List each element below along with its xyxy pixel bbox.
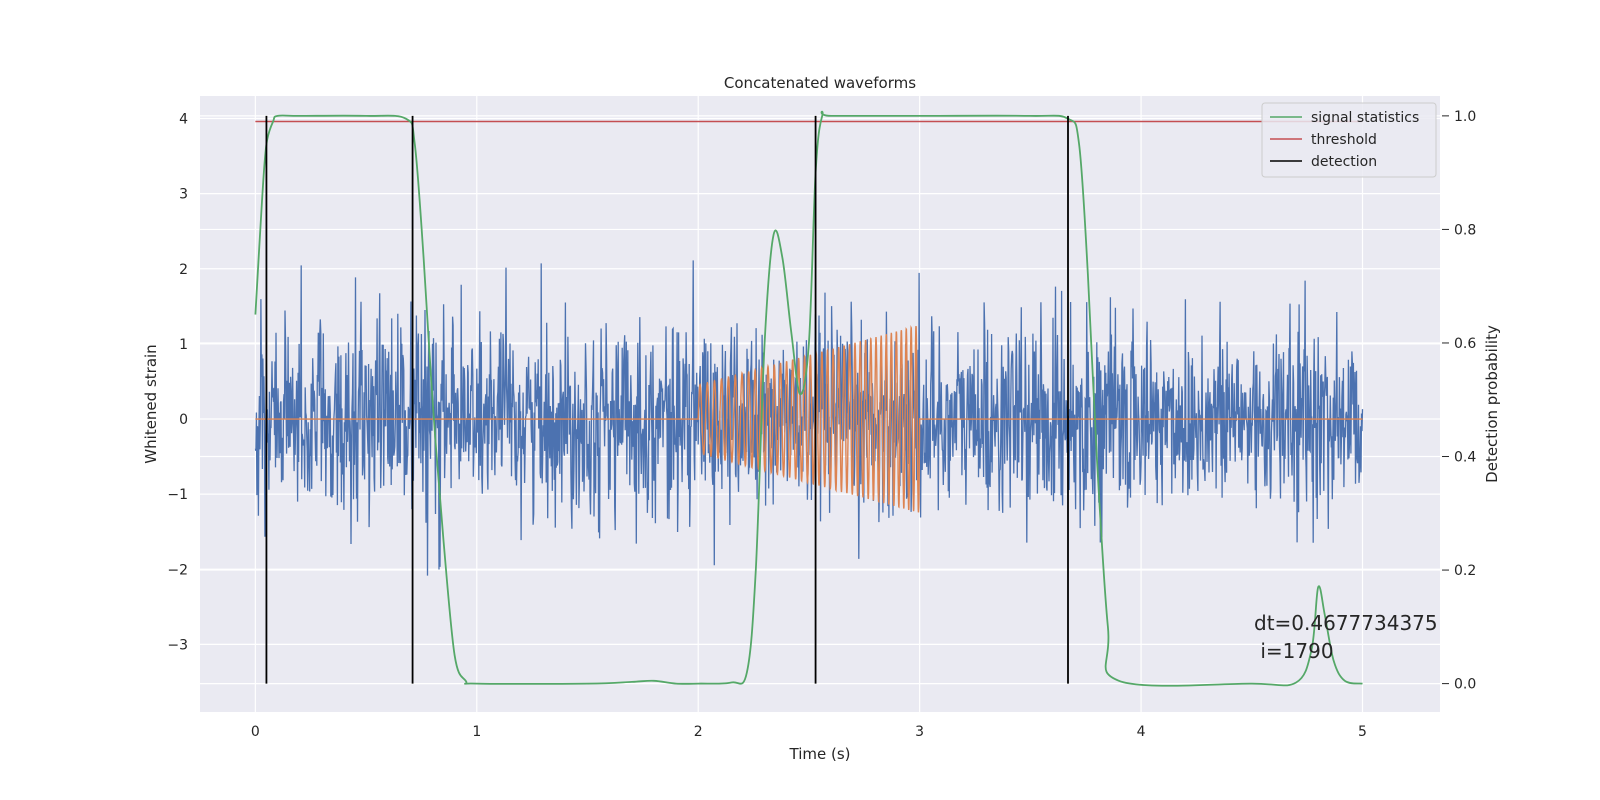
y-axis-label: Whitened strain <box>142 344 160 463</box>
series-layer <box>254 110 1364 687</box>
y-tick-label: −2 <box>167 562 188 578</box>
legend: signal statistics threshold detection <box>1261 102 1437 178</box>
x-tick-label: 0 <box>251 724 260 740</box>
ticks: 0 1 2 3 4 5 −3 −2 −1 0 1 2 3 4 0.0 0.2 0.4 0.6 0.8 1.0 <box>167 109 1476 740</box>
y-tick-label: −3 <box>167 637 188 653</box>
x-axis-label: Time (s) <box>789 745 851 763</box>
series-signal-statistics <box>254 110 1363 687</box>
chart-title: Concatenated waveforms <box>724 74 916 92</box>
y-right-tick-label: 0.6 <box>1454 336 1476 352</box>
y-tick-label: 3 <box>179 187 188 203</box>
x-tick-label: 3 <box>915 724 924 740</box>
y-tick-label: 2 <box>179 262 188 278</box>
legend-label-signal-statistics: signal statistics <box>1311 110 1419 126</box>
x-tick-label: 4 <box>1137 724 1146 740</box>
x-tick-label: 5 <box>1358 724 1367 740</box>
legend-box <box>1261 102 1437 178</box>
legend-label-threshold: threshold <box>1311 132 1377 148</box>
y-tick-label: −1 <box>167 487 188 503</box>
x-tick-label: 1 <box>472 724 481 740</box>
y-tick-label: 4 <box>179 112 188 128</box>
y-right-tick-label: 0.0 <box>1454 677 1476 693</box>
y-axis-right-label: Detection probability <box>1483 325 1501 483</box>
annotation-dt: dt=0.4677734375 <box>1254 611 1438 635</box>
y-right-tick-label: 1.0 <box>1454 109 1476 125</box>
y-right-tick-label: 0.4 <box>1454 450 1476 466</box>
y-tick-label: 1 <box>179 337 188 353</box>
y-tick-label: 0 <box>179 412 188 428</box>
x-tick-label: 2 <box>694 724 703 740</box>
y-right-tick-label: 0.8 <box>1454 222 1476 238</box>
series-injected-signal <box>255 325 1363 513</box>
annotation-i: i=1790 <box>1254 639 1334 663</box>
legend-label-detection: detection <box>1311 154 1377 170</box>
y-right-tick-label: 0.2 <box>1454 563 1476 579</box>
